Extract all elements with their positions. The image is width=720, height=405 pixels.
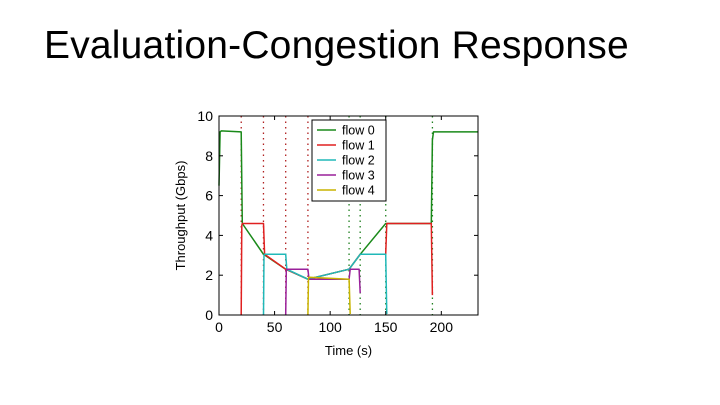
x-tick-label: 100	[318, 319, 342, 335]
y-tick-label: 6	[205, 188, 213, 204]
y-tick-label: 4	[205, 227, 213, 243]
y-tick-label: 0	[205, 307, 213, 323]
legend-entry: flow 4	[342, 184, 375, 198]
legend-entry: flow 2	[342, 154, 375, 168]
legend-entry: flow 0	[342, 124, 375, 138]
plot-frame	[218, 115, 479, 316]
x-tick-label: 50	[267, 319, 283, 335]
y-axis-label: Throughput (Gbps)	[173, 161, 188, 271]
y-tick-label: 8	[205, 148, 213, 164]
legend-entry: flow 3	[342, 169, 375, 183]
axis-ticks: 0 50 100 150 200 0 2 4 6 8 10	[197, 108, 478, 335]
series-lines	[218, 130, 478, 316]
x-tick-label: 150	[374, 319, 398, 335]
y-tick-label: 2	[205, 267, 213, 283]
x-tick-label: 200	[430, 319, 454, 335]
x-axis-label: Time (s)	[325, 343, 372, 358]
series-line-2	[262, 253, 388, 316]
legend-entry: flow 1	[342, 139, 375, 153]
slide-title: Evaluation-Congestion Response	[44, 24, 629, 67]
series-line-4	[307, 276, 351, 316]
y-tick-label: 10	[197, 108, 213, 124]
series-line-1	[240, 222, 434, 316]
x-tick-label: 0	[215, 319, 223, 335]
